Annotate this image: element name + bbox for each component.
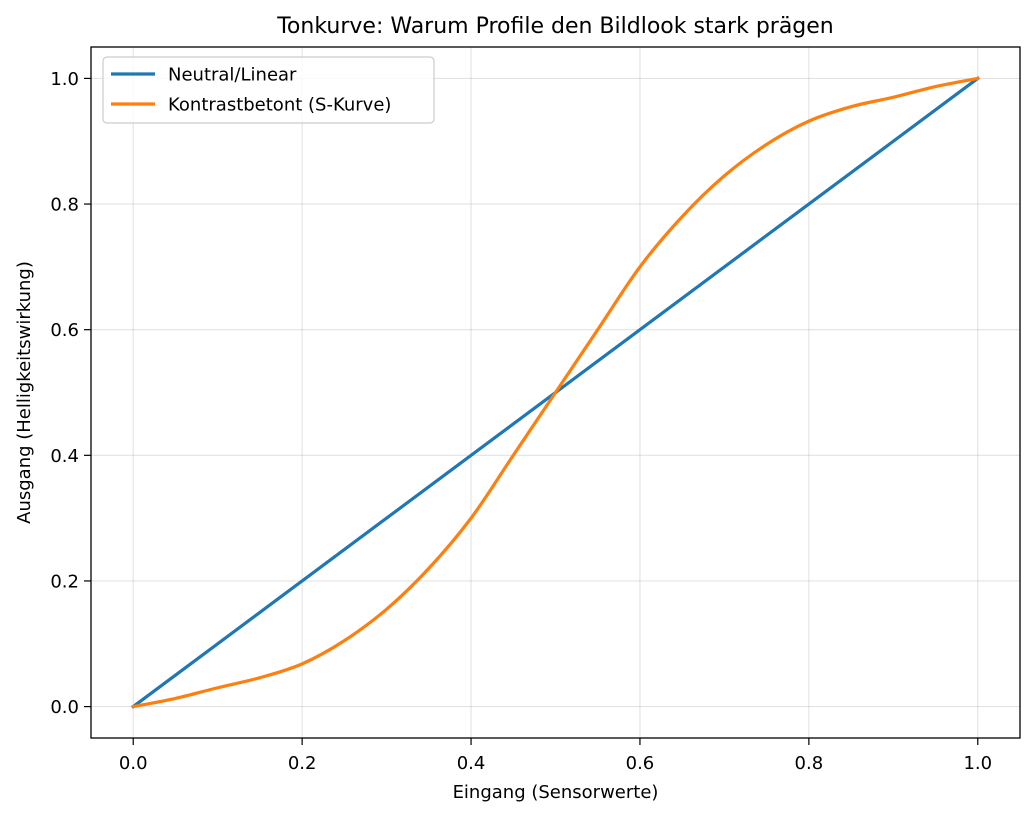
x-tick-label: 1.0 bbox=[963, 753, 992, 774]
legend-box bbox=[102, 56, 435, 124]
y-tick-label: 0.2 bbox=[50, 571, 79, 592]
y-tick-label: 0.4 bbox=[50, 446, 79, 467]
series-line-1 bbox=[131, 76, 980, 709]
x-tick-label: 0.8 bbox=[795, 753, 824, 774]
y-axis: 0.0 0.2 0.4 0.6 0.8 1.0 bbox=[50, 69, 91, 718]
y-axis-label: Ausgang (Helligkeitswirkung) bbox=[14, 261, 35, 524]
y-tick-label: 1.0 bbox=[50, 69, 79, 90]
legend-label-0: Neutral/Linear bbox=[168, 65, 297, 86]
x-axis-label: Eingang (Sensorwerte) bbox=[453, 782, 659, 803]
x-tick-label: 0.0 bbox=[119, 753, 148, 774]
chart-title: Tonkurve: Warum Profile den Bildlook sta… bbox=[276, 14, 834, 39]
x-tick-label: 0.4 bbox=[457, 753, 486, 774]
legend-label-1: Kontrastbetont (S-Kurve) bbox=[168, 95, 391, 116]
series-layer bbox=[130, 76, 981, 709]
y-tick-label: 0.0 bbox=[50, 697, 79, 718]
legend: Neutral/Linear Kontrastbetont (S-Kurve) bbox=[102, 56, 435, 124]
x-axis: 0.0 0.2 0.4 0.6 0.8 1.0 bbox=[119, 738, 992, 774]
x-tick-label: 0.6 bbox=[626, 753, 655, 774]
x-tick-label: 0.2 bbox=[288, 753, 317, 774]
y-tick-label: 0.8 bbox=[50, 195, 79, 216]
y-tick-label: 0.6 bbox=[50, 320, 79, 341]
plot-frame bbox=[90, 46, 1021, 739]
